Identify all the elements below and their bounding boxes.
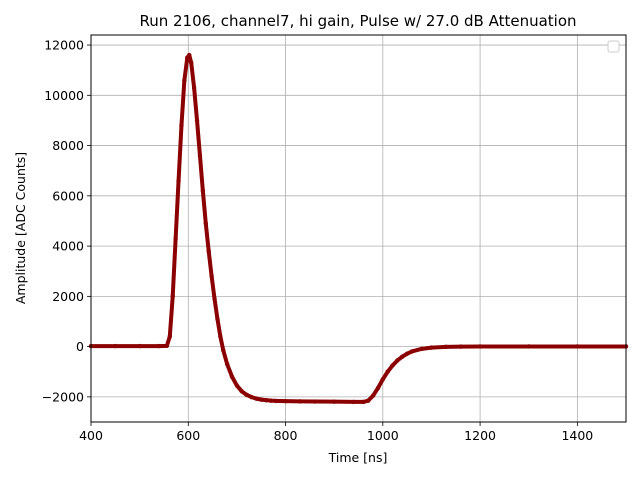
data-point: [297, 399, 303, 404]
data-point: [194, 118, 200, 123]
data-point: [212, 296, 217, 302]
data-point: [458, 344, 463, 349]
data-point: [234, 383, 240, 388]
pulse-trace: [89, 53, 628, 404]
x-tick-label: 800: [274, 428, 298, 443]
grid-lines: [90, 35, 626, 422]
data-point: [575, 344, 580, 349]
y-tick-label: 4000: [52, 239, 84, 254]
data-point: [200, 188, 206, 194]
data-point: [375, 385, 381, 391]
data-point: [239, 389, 244, 394]
data-point: [409, 349, 415, 354]
axis-ticks: 400 600 800 1000 1200 1400 −2000 0 2000 4000 6000 8…: [42, 38, 594, 443]
y-axis-label: Amplitude [ADC Counts]: [13, 152, 28, 304]
data-point: [526, 344, 531, 349]
x-tick-label: 1200: [464, 428, 496, 443]
x-tick-label: 1000: [367, 428, 399, 443]
data-point: [400, 354, 405, 359]
x-tick-label: 1400: [561, 428, 593, 443]
x-tick-label: 600: [176, 428, 200, 443]
data-point: [191, 85, 197, 90]
data-point: [173, 236, 178, 241]
y-tick-label: 0: [76, 339, 84, 354]
data-point: [164, 343, 170, 349]
data-point: [187, 52, 192, 58]
data-point: [312, 399, 317, 404]
legend-box: [607, 40, 620, 53]
data-point: [224, 362, 230, 367]
x-tick-label: 400: [79, 428, 103, 443]
data-point: [203, 221, 208, 226]
data-point: [385, 369, 390, 374]
data-point: [273, 398, 279, 404]
y-tick-label: 8000: [52, 138, 84, 153]
data-point: [419, 346, 424, 352]
data-point: [351, 399, 356, 405]
data-point: [182, 78, 187, 83]
data-point: [167, 334, 172, 339]
y-tick-label: 6000: [52, 188, 84, 203]
data-point: [366, 398, 371, 403]
chart-title: Run 2106, channel7, hi gain, Pulse w/ 27…: [139, 12, 576, 30]
x-axis-label: Time [ns]: [328, 450, 388, 465]
data-point: [249, 394, 254, 400]
data-point: [429, 345, 434, 350]
pulse-series: [88, 52, 629, 405]
data-point: [113, 343, 118, 349]
data-point: [244, 392, 249, 398]
data-point: [215, 316, 220, 322]
data-point: [404, 351, 410, 356]
data-point: [380, 377, 386, 382]
data-point: [156, 343, 162, 349]
data-point: [370, 393, 376, 398]
y-tick-label: 12000: [44, 38, 84, 53]
data-point: [254, 396, 259, 401]
data-point: [179, 123, 184, 128]
data-point: [283, 398, 288, 404]
data-point: [477, 344, 483, 349]
data-point: [390, 363, 395, 368]
plot-frame: [90, 34, 627, 423]
y-tick-label: 2000: [52, 289, 84, 304]
data-point: [218, 334, 223, 339]
data-point: [221, 348, 226, 353]
data-point: [206, 248, 211, 254]
data-point: [443, 344, 449, 350]
data-point: [209, 274, 214, 279]
data-point: [170, 294, 175, 299]
data-point: [259, 397, 264, 402]
y-tick-label: −2000: [42, 389, 84, 404]
data-point: [331, 399, 337, 404]
data-point: [395, 358, 400, 363]
data-point: [263, 397, 269, 403]
data-point: [197, 153, 203, 158]
data-point: [176, 178, 181, 183]
y-tick-label: 10000: [44, 88, 84, 103]
data-point: [188, 60, 194, 65]
data-point: [268, 398, 274, 403]
data-point: [229, 374, 235, 379]
data-point: [361, 399, 366, 405]
data-point: [137, 343, 142, 349]
